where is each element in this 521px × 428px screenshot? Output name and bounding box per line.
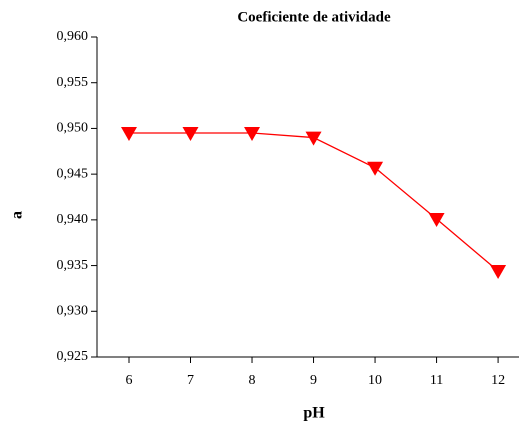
marker xyxy=(244,127,261,141)
y-axis-label: a xyxy=(9,211,26,219)
y-tick-label: 0,930 xyxy=(57,304,89,319)
y-tick-label: 0,960 xyxy=(57,29,89,44)
y-tick-label: 0,945 xyxy=(57,166,89,181)
y-tick-label: 0,950 xyxy=(57,121,89,136)
marker xyxy=(182,127,199,141)
series-line xyxy=(128,132,499,272)
chart-title: Coeficiente de atividade xyxy=(237,9,391,25)
x-tick-label: 8 xyxy=(249,373,256,388)
y-tick-label: 0,935 xyxy=(57,258,89,273)
x-tick-label: 6 xyxy=(125,373,132,388)
marker xyxy=(367,161,384,176)
y-tick-label: 0,940 xyxy=(57,212,89,227)
marker xyxy=(305,131,322,146)
marker xyxy=(120,127,137,141)
x-tick-label: 12 xyxy=(491,373,505,388)
x-axis-label: pH xyxy=(303,405,325,422)
x-tick-label: 9 xyxy=(310,373,317,388)
x-tick-label: 10 xyxy=(368,373,382,388)
marker xyxy=(428,212,445,227)
y-tick-label: 0,925 xyxy=(57,349,89,364)
marker xyxy=(490,265,507,280)
y-tick-label: 0,955 xyxy=(57,75,89,90)
x-tick-label: 11 xyxy=(430,373,443,388)
x-tick-label: 7 xyxy=(187,373,194,388)
